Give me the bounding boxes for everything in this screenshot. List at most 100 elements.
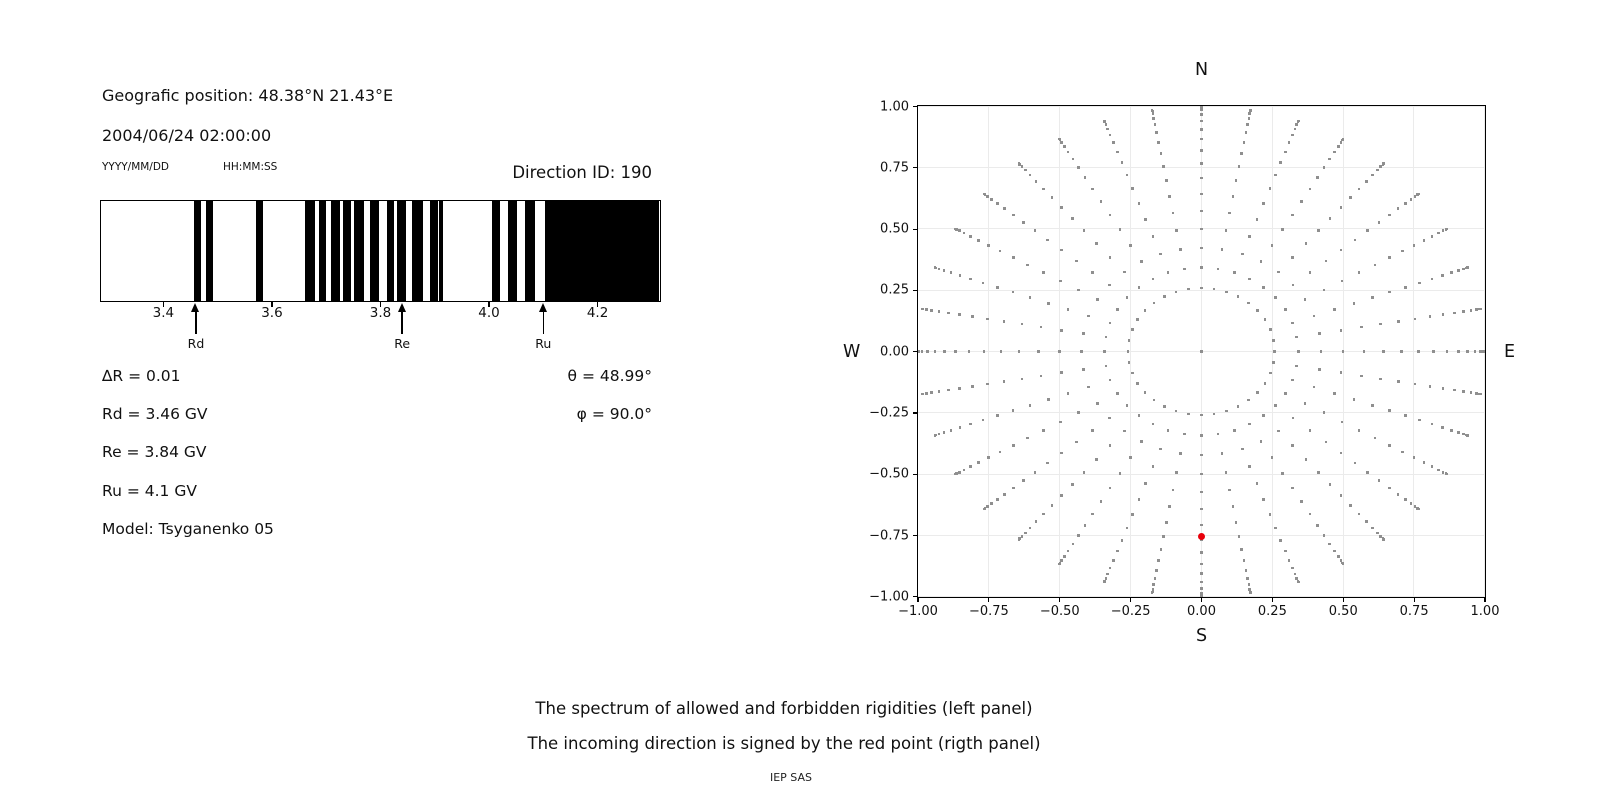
direction-grid-dot: [1157, 141, 1160, 144]
y-tick-label: 0.00: [880, 344, 909, 360]
direction-grid-dot: [986, 382, 989, 386]
direction-grid-dot: [1099, 200, 1103, 203]
direction-grid-dot: [1168, 194, 1171, 198]
x-tick-mark: [1484, 597, 1486, 602]
x-tick-label: 3.6: [261, 305, 283, 321]
direction-grid-dot: [1379, 377, 1383, 381]
direction-grid-dot: [1131, 187, 1135, 190]
direction-grid-dot: [1377, 221, 1381, 224]
direction-grid-dot: [1108, 321, 1112, 325]
direction-grid-dot: [1022, 479, 1025, 482]
direction-grid-dot: [1376, 531, 1379, 535]
direction-id-label: Direction ID: 190: [512, 163, 652, 182]
direction-grid-dot: [1366, 470, 1369, 474]
direction-grid-dot: [1291, 444, 1294, 447]
direction-grid-dot: [1430, 465, 1434, 468]
direction-grid-dot: [1224, 470, 1228, 474]
direction-grid-dot: [1236, 295, 1240, 298]
direction-grid-dot: [969, 465, 972, 468]
direction-grid-dot: [1248, 234, 1252, 238]
direction-grid-dot: [1071, 542, 1075, 546]
x-tick-mark: [596, 301, 599, 307]
direction-grid-dot: [1247, 301, 1250, 305]
direction-grid-dot: [1262, 285, 1265, 289]
direction-grid-dot: [1287, 141, 1291, 144]
direction-grid-dot: [1413, 505, 1417, 508]
direction-grid-dot: [1263, 381, 1267, 385]
direction-grid-dot: [1199, 413, 1203, 417]
x-tick-label: −1.00: [898, 604, 938, 619]
direction-grid-dot: [1244, 131, 1248, 134]
direction-grid-dot: [1091, 187, 1094, 191]
allowed-rigidity-band: [353, 200, 365, 301]
direction-grid-dot: [962, 468, 966, 472]
direction-grid-dot: [1240, 152, 1243, 155]
direction-grid-dot: [1317, 332, 1321, 335]
direction-grid-dot: [1339, 206, 1343, 209]
direction-grid-dot: [1316, 524, 1319, 527]
direction-grid-dot: [958, 426, 962, 429]
direction-grid-dot: [1199, 192, 1203, 196]
direction-grid-dot: [1026, 436, 1029, 440]
direction-grid-dot: [930, 391, 933, 394]
y-tick-mark: [912, 412, 917, 414]
compass-east-label: E: [1504, 341, 1516, 362]
direction-grid-dot: [1291, 321, 1294, 325]
direction-grid-dot: [1037, 350, 1040, 353]
direction-grid-dot: [1125, 404, 1129, 407]
direction-grid-dot: [1199, 106, 1203, 108]
x-tick-label: 0.50: [1328, 604, 1358, 619]
direction-grid-dot: [1409, 197, 1413, 201]
direction-grid-dot: [1317, 229, 1320, 233]
direction-grid-dot: [933, 434, 937, 437]
direction-grid-dot: [1341, 350, 1345, 353]
direction-grid-dot: [1112, 141, 1115, 144]
direction-grid-dot: [1270, 244, 1274, 247]
allowed-rigidity-band: [544, 200, 660, 301]
direction-grid-dot: [1103, 119, 1106, 123]
direction-grid-dot: [1409, 502, 1413, 506]
direction-grid-dot: [1324, 259, 1328, 263]
direction-grid-dot: [1060, 206, 1063, 209]
allowed-rigidity-band: [305, 200, 315, 301]
x-tick-mark: [1342, 597, 1344, 602]
direction-grid-dot: [1283, 392, 1287, 395]
direction-grid-dot: [1382, 162, 1385, 165]
direction-grid-dot: [1020, 165, 1024, 168]
direction-grid-dot: [1244, 569, 1248, 572]
direction-grid-dot: [1199, 162, 1203, 165]
direction-grid-dot: [1274, 404, 1277, 407]
direction-grid-dot: [1262, 202, 1265, 205]
direction-grid-dot: [954, 472, 958, 476]
direction-grid-dot: [1077, 166, 1080, 169]
direction-grid-dot: [1279, 538, 1283, 542]
direction-grid-dot: [1103, 350, 1106, 353]
direction-grid-dot: [1430, 234, 1434, 238]
direction-grid-dot: [1247, 116, 1251, 120]
direction-grid-dot: [1071, 157, 1075, 161]
direction-grid-dot: [1474, 308, 1478, 311]
direction-grid-dot: [1159, 252, 1162, 256]
direction-grid-dot: [1388, 256, 1391, 259]
direction-grid-dot: [1033, 229, 1037, 233]
direction-grid-dot: [1333, 150, 1336, 154]
direction-grid-dot: [917, 350, 920, 353]
cutoff-arrow-stem: [401, 311, 403, 334]
direction-grid-dot: [1293, 127, 1297, 131]
direction-grid-dot: [1333, 308, 1336, 311]
direction-grid-dot: [1212, 287, 1216, 291]
direction-grid-dot: [1422, 461, 1426, 464]
direction-grid-dot: [1242, 141, 1246, 144]
allowed-rigidity-band: [256, 200, 264, 301]
direction-grid-dot: [1357, 429, 1361, 432]
direction-grid-dot: [1011, 444, 1015, 447]
direction-grid-dot: [1127, 361, 1131, 364]
direction-grid-dot: [990, 197, 993, 201]
direction-grid-dot: [1174, 409, 1178, 413]
direction-grid-dot: [1077, 288, 1080, 292]
direction-grid-dot: [1247, 583, 1251, 587]
x-tick-label: 3.8: [369, 305, 392, 321]
direction-grid-dot: [1151, 234, 1155, 238]
direction-grid-dot: [1349, 196, 1352, 199]
direction-grid-dot: [987, 456, 990, 459]
